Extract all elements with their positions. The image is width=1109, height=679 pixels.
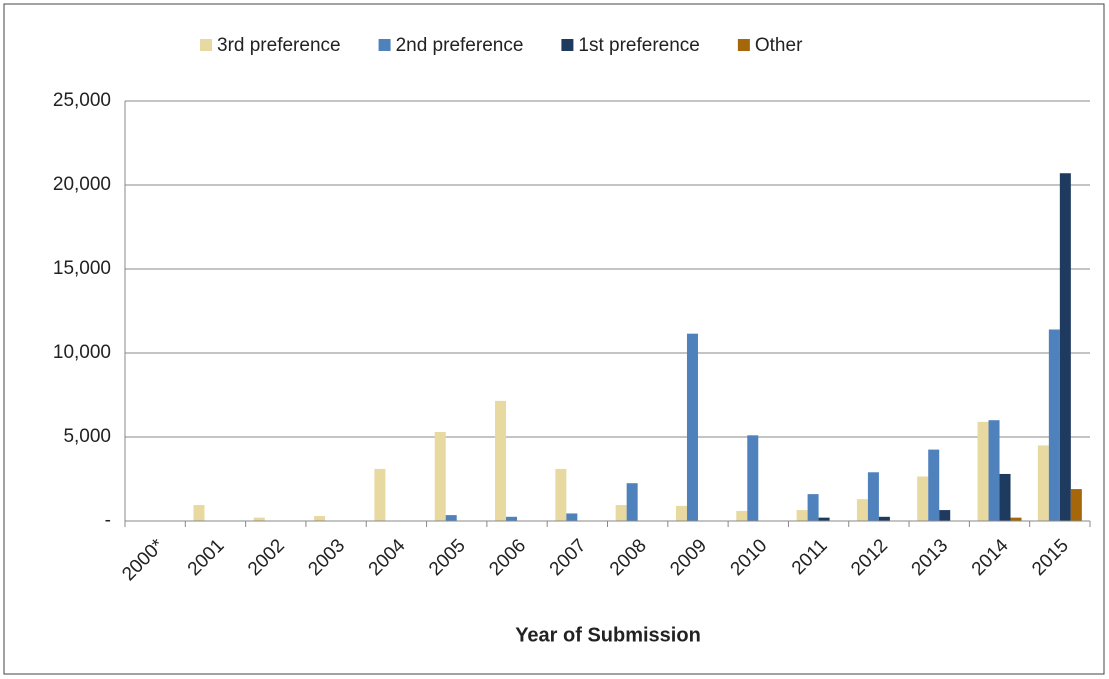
- legend-swatch: [737, 39, 750, 51]
- bar: [626, 483, 638, 521]
- legend-label: Other: [755, 35, 803, 56]
- bar: [253, 517, 265, 521]
- bar: [878, 516, 890, 521]
- legend-swatch: [378, 39, 391, 51]
- bar: [193, 505, 205, 521]
- y-tick-label: 10,000: [53, 342, 111, 363]
- bar: [1059, 173, 1071, 522]
- bar: [856, 499, 868, 521]
- bar: [999, 473, 1011, 521]
- bar: [434, 431, 446, 521]
- y-tick-label: -: [105, 510, 111, 531]
- bar: [374, 468, 386, 521]
- bar: [555, 468, 567, 521]
- legend-label: 3rd preference: [217, 35, 341, 56]
- bar: [867, 472, 879, 521]
- y-tick-label: 25,000: [53, 90, 111, 111]
- bar: [818, 517, 830, 521]
- bar: [615, 505, 627, 521]
- bar: [1070, 489, 1082, 521]
- bar: [675, 505, 687, 521]
- bar: [1048, 329, 1060, 521]
- bar: [917, 476, 929, 521]
- y-tick-label: 5,000: [63, 426, 111, 447]
- bar: [686, 333, 698, 521]
- bar: [566, 513, 578, 521]
- bar: [807, 494, 819, 521]
- legend-label: 2nd preference: [396, 35, 524, 56]
- bar: [796, 510, 808, 521]
- bar: [1037, 445, 1049, 521]
- bar: [988, 420, 1000, 521]
- legend-swatch: [200, 39, 212, 51]
- x-axis-title: Year of Submission: [515, 624, 701, 646]
- bar: [1010, 517, 1022, 521]
- chart-frame: [3, 3, 1105, 675]
- bar: [747, 435, 759, 521]
- bar: [977, 421, 989, 521]
- y-tick-label: 20,000: [53, 174, 111, 195]
- bar: [928, 449, 940, 521]
- bar: [736, 510, 748, 521]
- bar: [506, 516, 518, 521]
- legend-swatch: [561, 39, 574, 51]
- bar: [445, 515, 457, 521]
- y-tick-label: 15,000: [53, 258, 111, 279]
- bar: [314, 515, 326, 521]
- bar: [495, 400, 507, 521]
- bar: [939, 510, 951, 521]
- legend-label: 1st preference: [578, 35, 699, 56]
